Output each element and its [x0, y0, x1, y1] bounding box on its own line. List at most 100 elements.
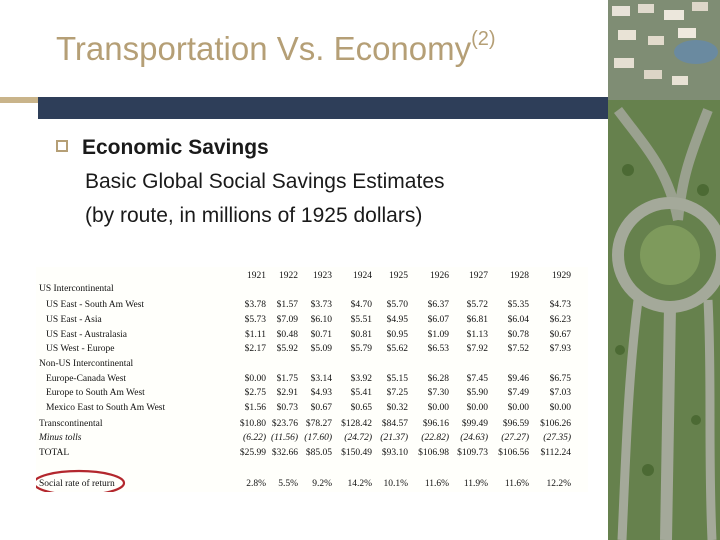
- table-cell: (11.56): [271, 432, 298, 443]
- table-cell: $3.73: [311, 299, 333, 310]
- table-cell: $5.62: [387, 343, 409, 354]
- table-cell: (27.35): [543, 432, 571, 443]
- bullet-content: Economic Savings Basic Global Social Sav…: [82, 131, 445, 233]
- bullet-line-1: Basic Global Social Savings Estimates: [85, 170, 445, 193]
- table-cell: $84.57: [382, 418, 408, 429]
- table-cell: 5.5%: [278, 479, 298, 489]
- column-header-1924: 1924: [353, 271, 372, 281]
- column-header-1928: 1928: [510, 271, 529, 281]
- table-cell: $150.49: [341, 447, 372, 458]
- table-cell: (24.72): [344, 432, 372, 443]
- table-graphic: 1921 1922 1923 1924 1925 1926 1927 1928 1929 US I…: [36, 271, 572, 492]
- table-cell: $3.14: [311, 373, 333, 384]
- table-cell: $85.05: [306, 447, 332, 458]
- table-cell: $0.00: [508, 402, 530, 413]
- table-cell: $5.70: [387, 299, 409, 310]
- table-cell: (17.60): [304, 432, 332, 443]
- table-cell: $4.93: [311, 387, 333, 398]
- table-cell: (21.37): [380, 432, 408, 443]
- bullet-line-2: (by route, in millions of 1925 dollars): [85, 204, 423, 227]
- table-cell: $106.98: [418, 447, 449, 458]
- table-cell: $2.17: [245, 343, 267, 354]
- table-cell: $4.73: [550, 299, 572, 310]
- table-cell: $99.49: [462, 418, 488, 429]
- table-cell: 11.9%: [464, 479, 488, 489]
- table-cell: $6.28: [428, 373, 450, 384]
- row-label: Mexico East to South Am West: [46, 403, 165, 413]
- row-label: Transcontinental: [39, 419, 103, 429]
- column-header-1925: 1925: [389, 271, 408, 281]
- table-cell: $7.93: [550, 343, 572, 354]
- table-cell: $5.35: [508, 299, 530, 310]
- row-label: Europe-Canada West: [46, 374, 126, 384]
- aerial-road-roundabout-photo: [608, 0, 720, 540]
- table-cell: $112.24: [540, 447, 571, 458]
- bullet-heading: Economic Savings: [82, 136, 269, 159]
- table-cell: $3.92: [351, 373, 373, 384]
- table-cell: $2.75: [245, 387, 267, 398]
- table-cell: $5.90: [467, 387, 489, 398]
- table-cell: $5.51: [351, 314, 373, 325]
- table-cell: (27.27): [501, 432, 529, 443]
- table-cell: $7.30: [428, 387, 450, 398]
- column-header-1926: 1926: [430, 271, 449, 281]
- column-header-1922: 1922: [279, 271, 298, 281]
- column-header-1923: 1923: [313, 271, 332, 281]
- row-label: Minus tolls: [38, 433, 82, 443]
- table-cell: $1.57: [277, 299, 299, 310]
- table-cell: $1.75: [277, 373, 299, 384]
- table-cell: $109.73: [457, 447, 488, 458]
- table-cell: $7.45: [467, 373, 489, 384]
- row-label: Europe to South Am West: [46, 388, 145, 398]
- table-cell: $106.26: [540, 418, 571, 429]
- table-cell: $96.16: [423, 418, 449, 429]
- table-cell: $0.67: [311, 402, 333, 413]
- table-cell: $32.66: [272, 447, 298, 458]
- table-cell: $7.25: [387, 387, 409, 398]
- table-cell: $1.13: [467, 329, 489, 340]
- social-savings-table: 1921 1922 1923 1924 1925 1926 1927 1928 1929 US I…: [36, 267, 588, 492]
- table-cell: $6.37: [428, 299, 450, 310]
- table-cell: $1.09: [428, 329, 450, 340]
- table-cell: $5.92: [277, 343, 299, 354]
- table-cell: $96.59: [503, 418, 529, 429]
- table-cell: $0.48: [277, 329, 299, 340]
- column-header-1929: 1929: [552, 271, 571, 281]
- table-cell: $1.56: [245, 402, 267, 413]
- table-cell: $1.11: [245, 329, 266, 340]
- row-label: US East - South Am West: [46, 300, 144, 310]
- table-cell: 2.8%: [246, 479, 266, 489]
- table-cell: $0.73: [277, 402, 299, 413]
- row-label: Social rate of return: [39, 478, 115, 489]
- row-label: US Intercontinental: [39, 284, 114, 294]
- table-cell: $7.09: [277, 314, 299, 325]
- table-cell: $5.15: [387, 373, 409, 384]
- table-cell: $6.23: [550, 314, 572, 325]
- table-cell: 14.2%: [347, 479, 372, 489]
- slide-title: Transportation Vs. Economy(2): [56, 28, 496, 68]
- table-cell: $7.49: [508, 387, 530, 398]
- table-cell: $0.00: [245, 373, 267, 384]
- table-cell: $3.78: [245, 299, 267, 310]
- table-cell: 12.2%: [546, 479, 571, 489]
- table-cell: $6.04: [508, 314, 530, 325]
- table-cell: $2.91: [277, 387, 299, 398]
- table-cell: 11.6%: [505, 479, 529, 489]
- table-cell: $0.95: [387, 329, 409, 340]
- table-cell: 10.1%: [383, 479, 408, 489]
- row-label: US East - Asia: [46, 315, 102, 325]
- table-cell: $6.75: [550, 373, 572, 384]
- table-cell: $6.53: [428, 343, 450, 354]
- table-cell: $0.65: [351, 402, 373, 413]
- title-divider-band: [38, 97, 610, 119]
- table-cell: $6.81: [467, 314, 489, 325]
- table-cell: $6.07: [428, 314, 450, 325]
- highlight-ring: [36, 469, 126, 492]
- bullet-square-icon: [56, 140, 68, 152]
- row-label: US East - Australasia: [46, 330, 128, 340]
- table-cell: $106.56: [498, 447, 529, 458]
- table-cell: $0.00: [428, 402, 450, 413]
- slide-title-superscript: (2): [471, 28, 496, 50]
- table-cell: $23.76: [272, 418, 298, 429]
- row-label: US West - Europe: [46, 344, 114, 354]
